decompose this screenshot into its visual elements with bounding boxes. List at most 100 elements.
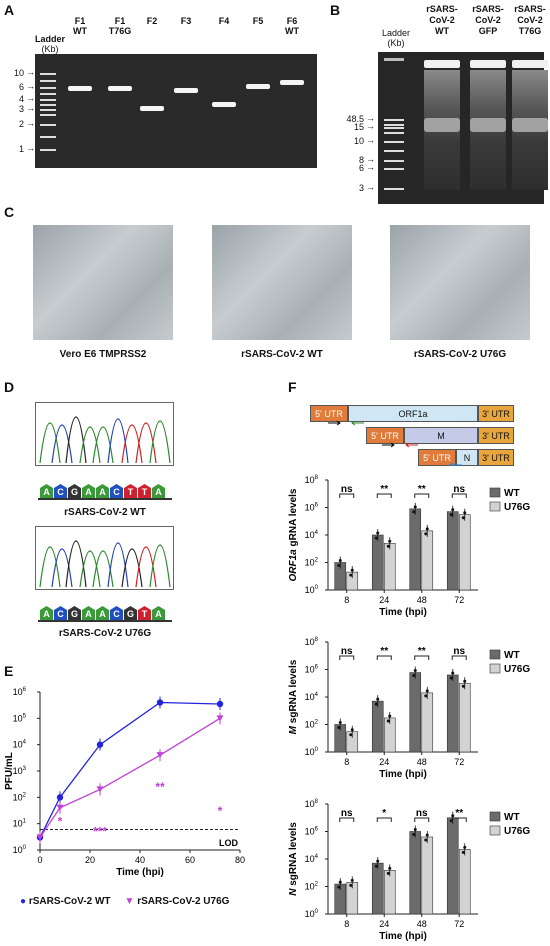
- replicate-point: [461, 516, 465, 520]
- ladder-arrow-b: →: [366, 113, 375, 123]
- ladder-band-a: [40, 149, 56, 151]
- lane-label-b: rSARS- CoV-2 GFP: [472, 4, 504, 36]
- y-tick-label: 108: [305, 799, 319, 809]
- nucleotide-A: A: [96, 606, 109, 622]
- nucleotide-A: A: [82, 606, 95, 622]
- x-tick-label: 8: [344, 757, 349, 767]
- chromatogram-peak: [51, 548, 73, 588]
- nucleotide-A: A: [152, 484, 165, 500]
- significance-label: ns: [341, 808, 353, 819]
- ladder-arrow-a: →: [26, 93, 35, 103]
- ladder-mark-b: 8: [358, 155, 364, 165]
- rna-chart-3: 100 102 104 106 108 N sgRNA levels 8 ns 24 * 48 ns 7…: [288, 799, 530, 942]
- data-point-u76g: [56, 804, 64, 811]
- x-tick-label: 72: [454, 595, 464, 605]
- nucleotide-A: A: [40, 606, 53, 622]
- replicate-point: [337, 564, 341, 567]
- significance-label: ns: [341, 646, 353, 657]
- ladder-mark-b: 3: [358, 183, 364, 193]
- replicate-point: [461, 684, 465, 688]
- nucleotide-T: T: [138, 606, 151, 622]
- y-axis-label: N sgRNA levels: [288, 822, 299, 896]
- ladder-title-a: Ladder (Kb): [34, 34, 65, 54]
- ladder-band-b: [384, 188, 404, 190]
- legend-swatch: [489, 663, 501, 674]
- ladder-well-b: [384, 58, 404, 61]
- significance-label: **: [455, 808, 463, 819]
- lane-label-a: F5: [252, 16, 264, 26]
- ladder-mark-b: 6: [358, 163, 364, 173]
- data-point-u76g: [96, 786, 104, 793]
- ladder-band-b: [384, 127, 404, 129]
- y-tick-label: 102: [305, 882, 319, 892]
- chromatogram-peak: [65, 416, 87, 464]
- lane-label-a: F3: [180, 16, 192, 26]
- significance-bracket: [451, 655, 467, 660]
- replicate-point: [374, 864, 378, 868]
- significance-label: **: [380, 646, 388, 657]
- chromatogram-peak: [121, 424, 143, 464]
- chromatogram-peak: [107, 418, 129, 464]
- nucleotide-C: C: [110, 484, 123, 500]
- panel-f-label: F: [288, 379, 297, 395]
- significance-label: **: [418, 484, 426, 495]
- replicate-point: [463, 679, 467, 683]
- smear-band-b: [424, 118, 460, 132]
- series-line-u76g: [39, 717, 221, 838]
- replicate-point: [424, 694, 428, 698]
- significance-marker: *: [218, 804, 223, 818]
- significance-bracket: [339, 817, 355, 822]
- lod-label: LOD: [219, 838, 238, 848]
- panel-a-label: A: [4, 2, 15, 18]
- nucleotide-A: A: [82, 484, 95, 500]
- ladder-band-a: [40, 136, 56, 138]
- bar-u76g: [421, 836, 434, 915]
- significance-bracket: [414, 655, 430, 660]
- legend-label: WT: [504, 650, 520, 661]
- significance-label: ns: [453, 484, 465, 495]
- replicate-point: [338, 721, 342, 724]
- x-axis-label: Time (hpi): [379, 607, 427, 618]
- gel-band-a: [280, 80, 304, 85]
- y-tick-label: 102: [305, 558, 319, 568]
- replicate-point: [338, 880, 342, 884]
- bar-wt: [371, 534, 384, 591]
- legend-swatch: [489, 811, 501, 822]
- nucleotide-A: A: [96, 484, 109, 500]
- y-tick-label: 100: [305, 747, 319, 757]
- chromatogram-peak: [149, 544, 171, 588]
- replicate-point: [337, 885, 341, 889]
- ladder-band-a: [40, 109, 56, 111]
- data-point-wt: [96, 741, 104, 748]
- m-box: M: [404, 427, 478, 444]
- replicate-point: [350, 568, 354, 572]
- chromatogram-peak: [51, 424, 73, 464]
- rna-chart-1: 100 102 104 106 108 ORF1a gRNA levels 8 ns 24 ** 4…: [288, 475, 530, 618]
- bar-wt: [409, 672, 422, 753]
- x-tick-label: 72: [454, 919, 464, 929]
- replicate-point: [449, 676, 453, 680]
- gel-band-a: [212, 102, 236, 107]
- utr5-n: 5' UTR: [418, 449, 456, 466]
- data-point-wt: [156, 699, 164, 706]
- bar-wt: [446, 674, 459, 753]
- significance-bracket: [376, 493, 392, 498]
- legend-swatch: [489, 825, 501, 836]
- replicate-point: [451, 671, 455, 675]
- significance-label: **: [380, 484, 388, 495]
- genomic-band-b: [424, 60, 460, 68]
- y-tick-label: 105: [13, 713, 27, 723]
- chromatogram-peak: [135, 422, 157, 464]
- x-tick-label: 24: [379, 757, 389, 767]
- significance-bracket: [339, 493, 355, 498]
- utr3-m: 3' UTR: [478, 427, 514, 444]
- sequence-wt-underline: [38, 498, 172, 500]
- ladder-band-a: [40, 73, 56, 75]
- y-tick-label: 108: [305, 475, 319, 485]
- significance-label: **: [418, 646, 426, 657]
- chromatogram-peak: [92, 550, 114, 588]
- ladder-mark-b: 15: [353, 122, 364, 132]
- ladder-arrow-b: →: [366, 154, 375, 164]
- ladder-band-a: [40, 93, 56, 95]
- nucleotide-G: G: [68, 484, 81, 500]
